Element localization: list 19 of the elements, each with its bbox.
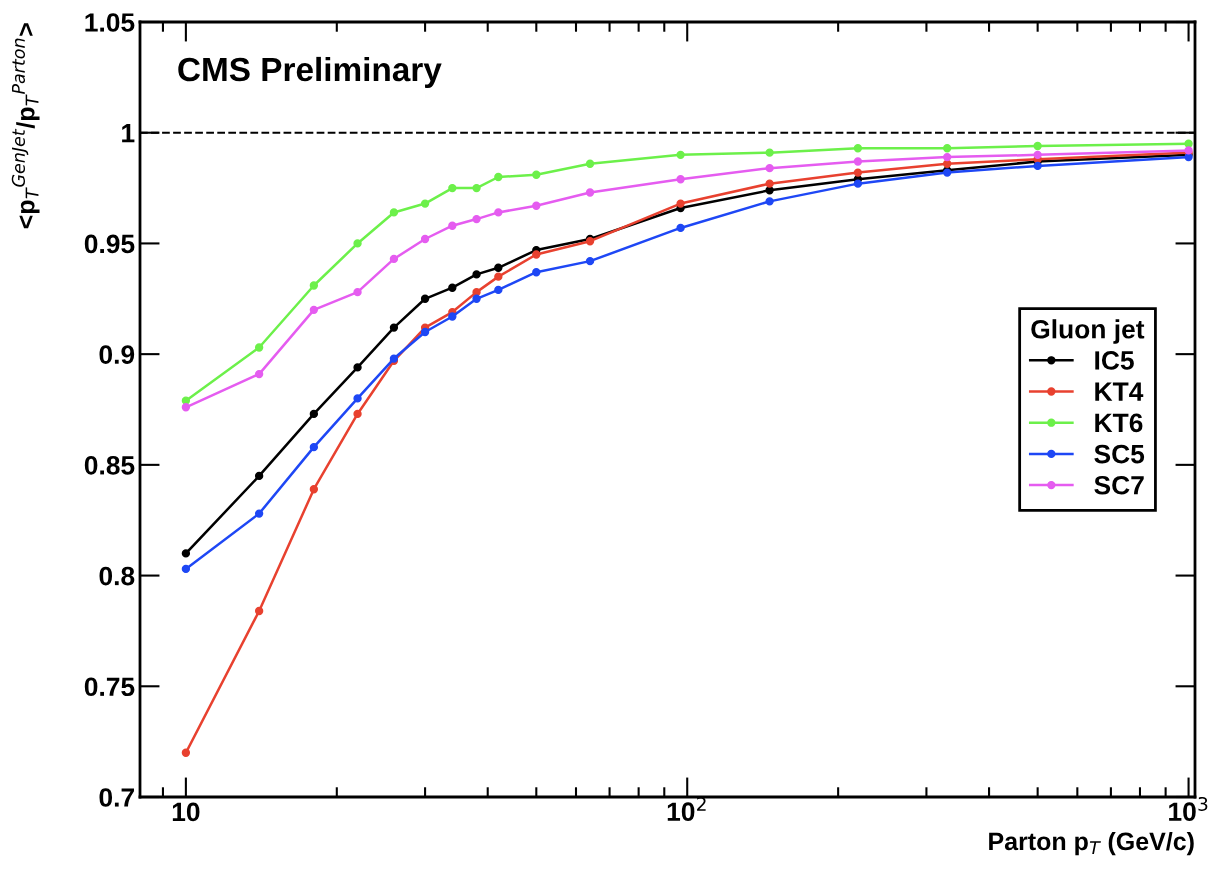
legend-label: KT4 [1095,382,1144,401]
y-tick-label: 1 [122,124,135,143]
x-tick-label: 10$^{3}$ [1169,796,1208,822]
y-tick-label: 1.05 [85,13,135,32]
legend-label: KT6 [1095,413,1143,433]
x-axis-title: Parton p$_{T}$ (GeV/c) [989,831,1194,856]
y-tick-label: 0.85 [84,455,135,475]
x-tick-label: 10 [172,802,200,822]
legend-label: SC7 [1094,475,1144,495]
y-axis-title: <p$_{T}$$^{GenJet}$/p$_{T}$$^{Parton}$> [11,23,40,229]
y-tick-label: 0.7 [99,788,134,807]
y-tick-label: 0.75 [84,677,135,697]
y-tick-label: 0.8 [99,566,135,586]
legend-label: IC5 [1095,351,1134,370]
y-tick-label: 0.95 [84,234,135,254]
text: CMS Preliminary [178,56,442,88]
y-tick-label: 0.9 [99,345,135,364]
legend-title: Gluon jet [1031,319,1145,344]
legend-label: SC5 [1094,444,1145,464]
